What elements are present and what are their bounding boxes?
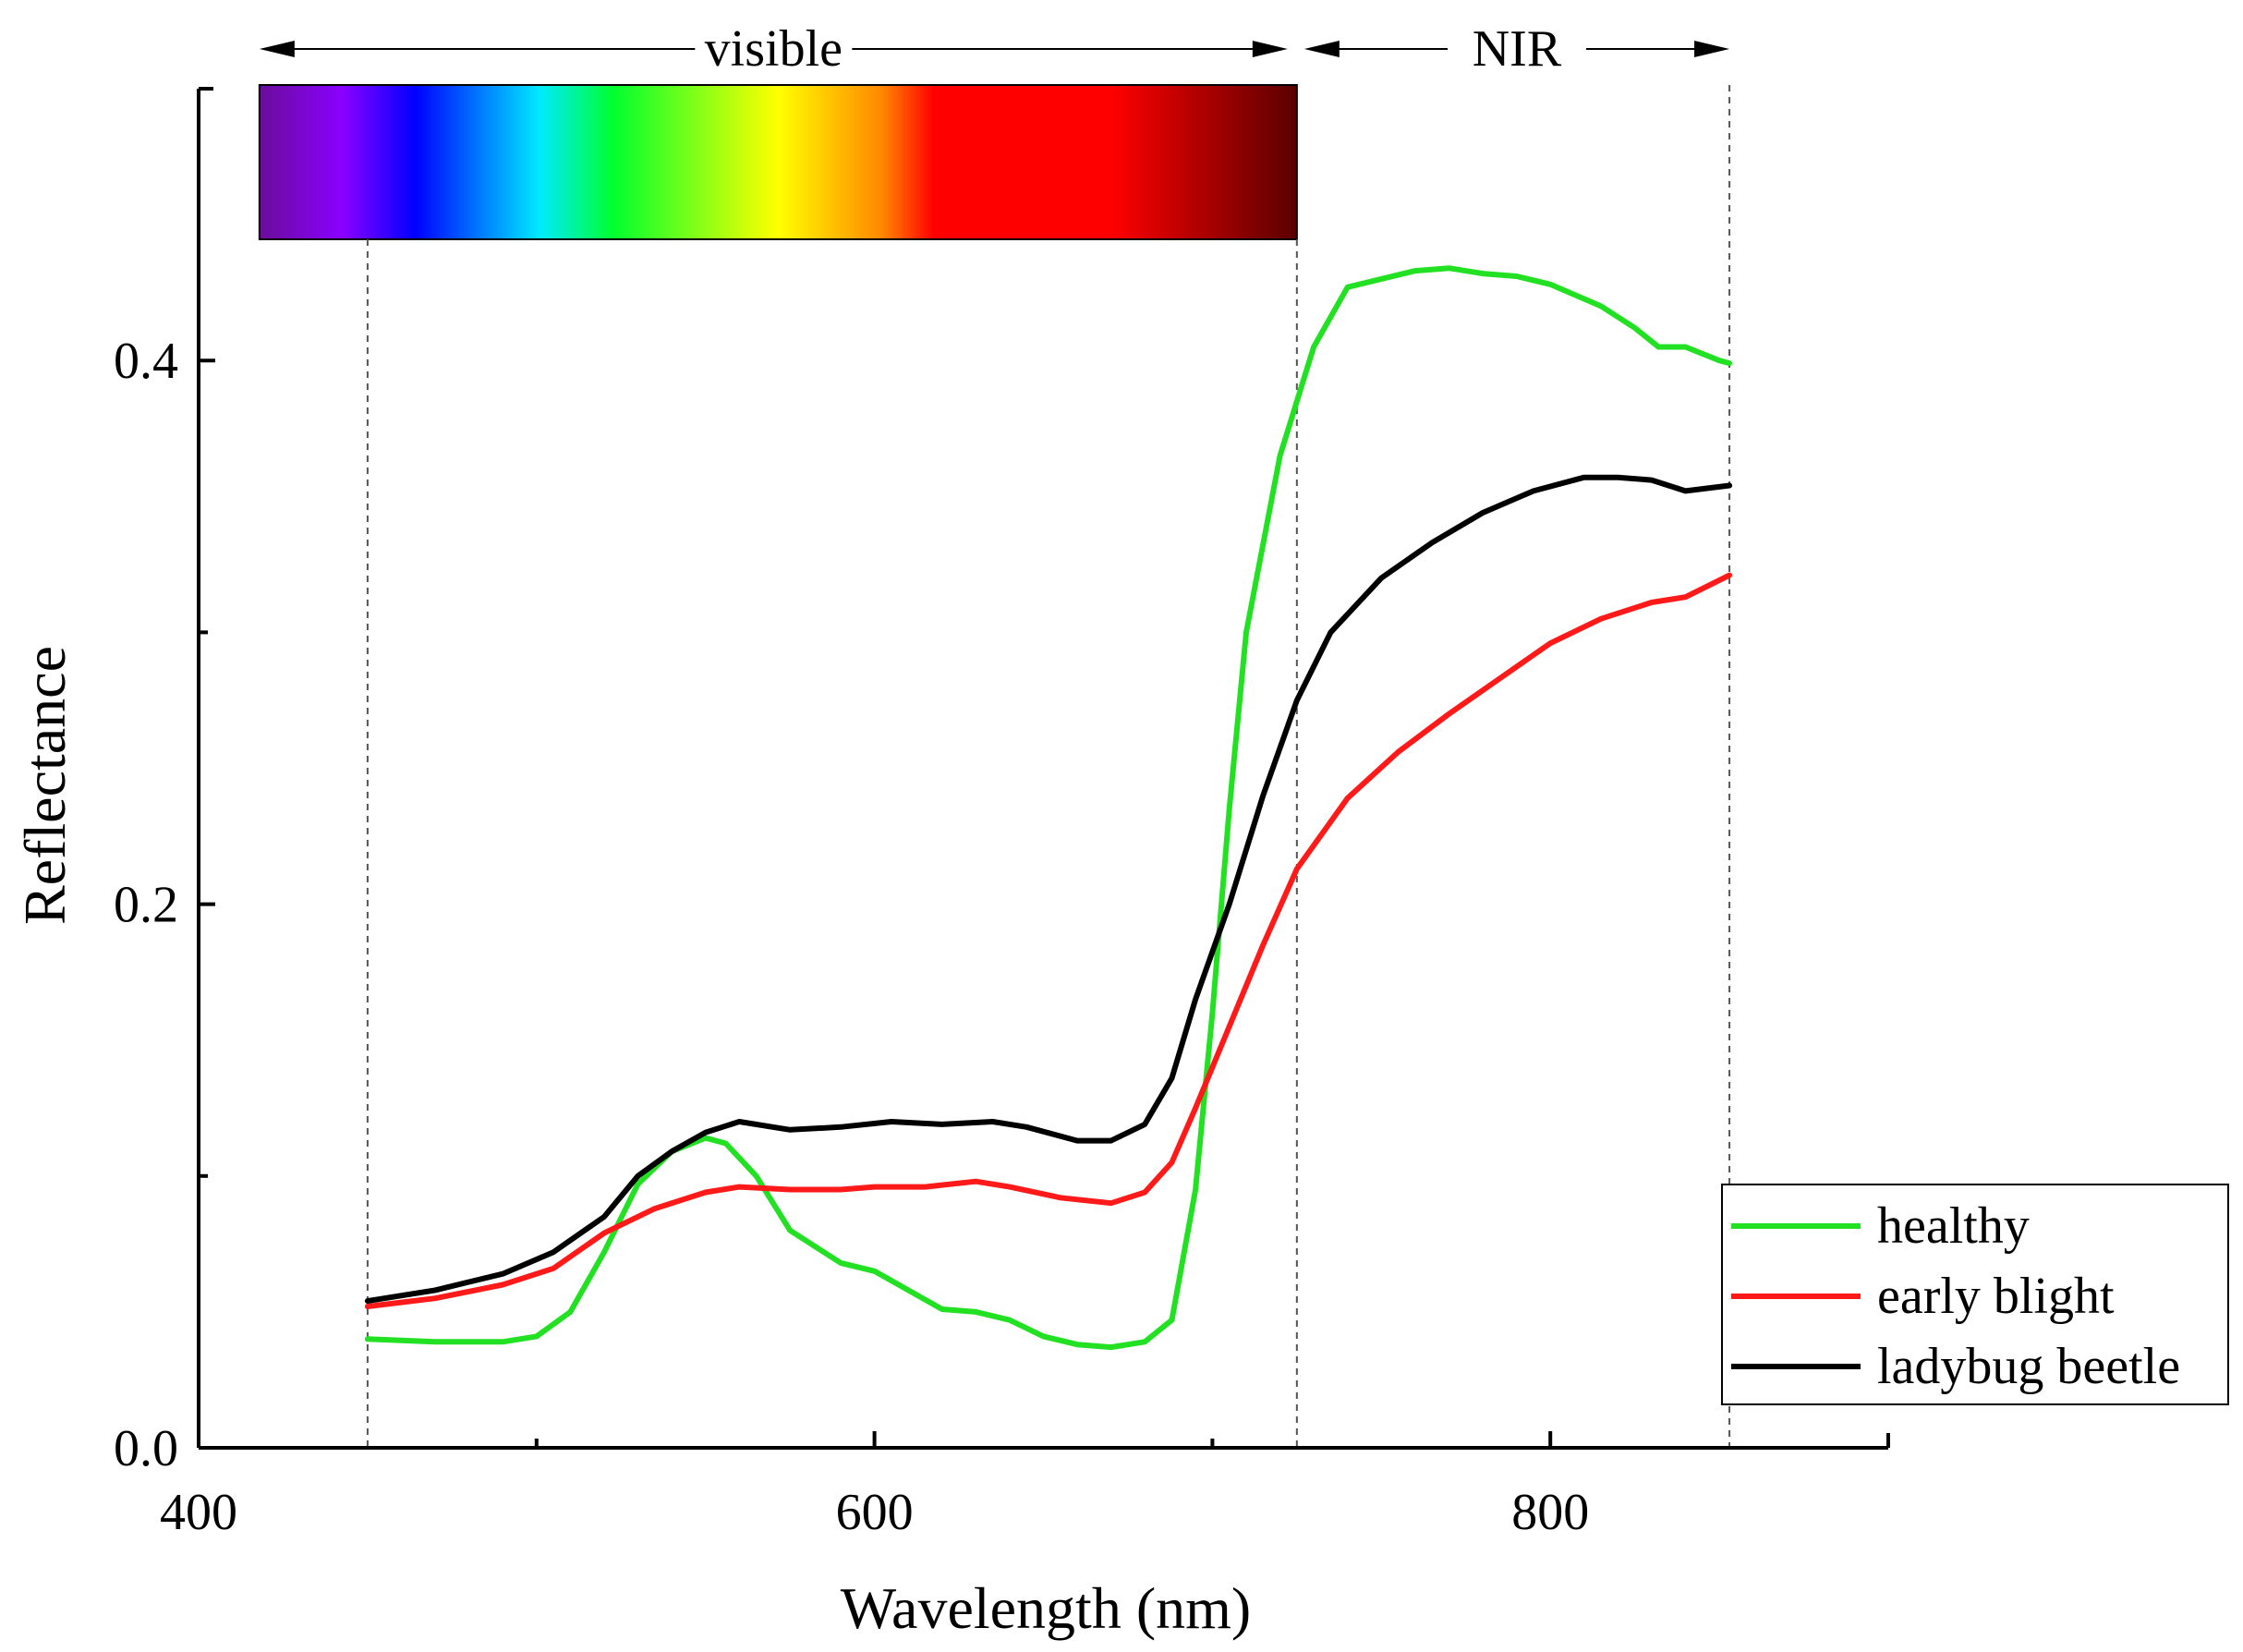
legend-label: early blight	[1877, 1268, 2115, 1325]
tick-labels: 400 600 800 0.0 0.2 0.4	[114, 333, 1589, 1541]
x-tick-label: 800	[1511, 1484, 1589, 1541]
legend-label: healthy	[1877, 1197, 2030, 1255]
axes	[197, 87, 1890, 1450]
y-tick-label: 0.0	[114, 1420, 178, 1477]
legend-label: ladybug beetle	[1877, 1338, 2180, 1395]
series-line-healthy	[364, 265, 1733, 1351]
legend: healthy early blight ladybug beetle	[1721, 1184, 2229, 1405]
region-arrow-head	[1252, 41, 1288, 57]
x-axis-label: Wavelength (nm)	[841, 1575, 1251, 1641]
series-line-early-blight	[364, 572, 1733, 1309]
y-tick-label: 0.4	[114, 333, 178, 390]
x-tick-label: 600	[836, 1484, 914, 1541]
region-label: NIR	[1473, 20, 1562, 78]
region-arrow-head	[1303, 41, 1340, 57]
y-tick-label: 0.2	[114, 877, 178, 934]
region-marker-lines	[366, 85, 1731, 1448]
region-arrow-head	[259, 41, 295, 57]
region-arrows: visible NIR	[259, 20, 1730, 78]
series-line-ladybug-beetle	[364, 474, 1733, 1305]
spectrum-bar-rect	[258, 84, 1298, 240]
region-label: visible	[705, 20, 843, 78]
y-axis-label: Reflectance	[12, 646, 78, 925]
region-arrow-head	[1694, 41, 1730, 57]
series-lines	[364, 265, 1733, 1351]
x-tick-label: 400	[160, 1484, 237, 1541]
spectrum-bar	[258, 84, 1298, 240]
